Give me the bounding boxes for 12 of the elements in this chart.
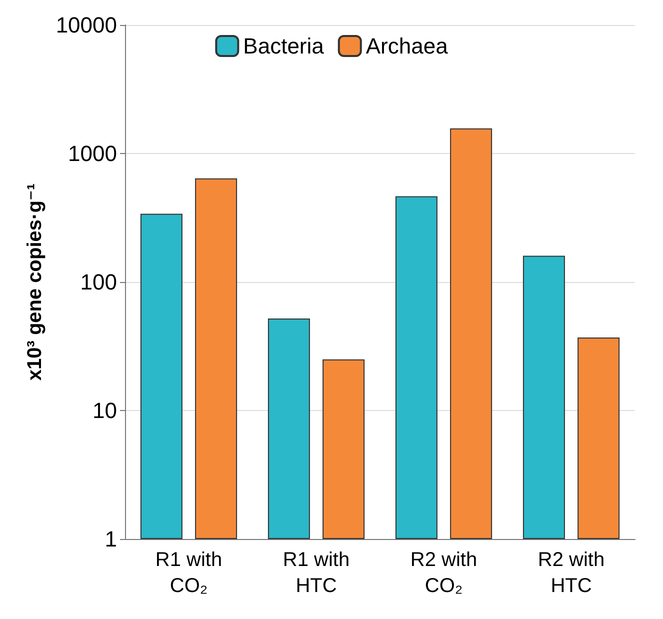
legend-label: Archaea bbox=[366, 34, 449, 58]
y-tick-label: 1000 bbox=[68, 141, 117, 166]
legend-label: Bacteria bbox=[243, 34, 325, 58]
x-tick-label: R2 with CO₂ bbox=[410, 549, 478, 597]
y-axis-title: x10³ gene copies·g⁻¹ bbox=[24, 183, 46, 381]
x-tick-label: R1 with HTC bbox=[282, 549, 350, 597]
x-tick-label: R1 with CO₂ bbox=[155, 549, 222, 597]
y-tick-label: 10 bbox=[92, 398, 117, 423]
y-tick-label: 100 bbox=[80, 270, 117, 294]
y-tick-label: 1 bbox=[104, 526, 117, 552]
x-tick-label: R2 with HTC bbox=[538, 549, 605, 597]
y-tick-label: 10000 bbox=[56, 12, 117, 38]
